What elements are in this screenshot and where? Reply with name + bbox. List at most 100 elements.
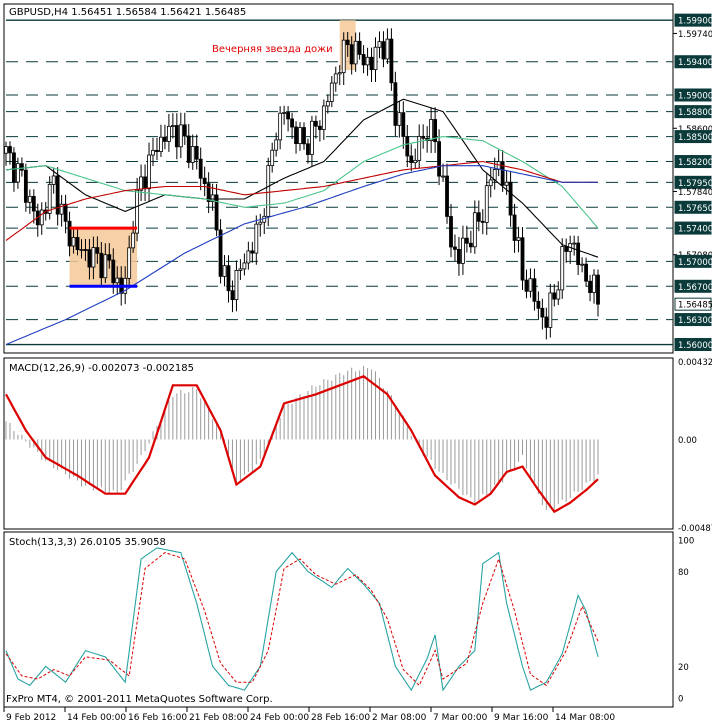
candle-body bbox=[8, 146, 12, 154]
candle-body bbox=[262, 215, 267, 223]
candle-body bbox=[75, 237, 80, 251]
candle-body bbox=[55, 175, 60, 215]
candle-body bbox=[405, 136, 410, 157]
candle-body bbox=[337, 72, 342, 75]
candle-body bbox=[468, 242, 473, 248]
moving-average-line bbox=[5, 98, 599, 258]
stoch-main-line bbox=[5, 547, 599, 692]
candle-body bbox=[500, 161, 505, 186]
candle-body bbox=[472, 212, 477, 248]
candle-body bbox=[186, 135, 191, 163]
candle-body bbox=[516, 237, 521, 241]
candle-body bbox=[218, 229, 223, 277]
candle-body bbox=[99, 252, 104, 279]
candle-body bbox=[91, 247, 96, 268]
candle-body bbox=[560, 246, 565, 291]
candle-body bbox=[377, 41, 382, 48]
candle-body bbox=[63, 203, 68, 222]
candle-body bbox=[437, 141, 441, 177]
macd-signal-path bbox=[5, 375, 599, 514]
price-label-box bbox=[674, 313, 712, 327]
candle-body bbox=[385, 38, 390, 60]
candle-body bbox=[4, 146, 8, 154]
candle-body bbox=[369, 56, 374, 71]
candle-body bbox=[103, 254, 108, 279]
candle-body bbox=[238, 268, 243, 271]
moving-averages bbox=[5, 98, 599, 346]
candle-body bbox=[580, 263, 585, 266]
candle-body bbox=[222, 265, 227, 277]
candle-body bbox=[524, 279, 529, 292]
macd-tick-label: -0.004876 bbox=[678, 524, 712, 534]
candle-body bbox=[234, 270, 239, 301]
candle-body bbox=[314, 120, 318, 127]
price-tick-label: 1.59400 bbox=[678, 58, 712, 68]
candle-body bbox=[206, 183, 211, 202]
candle-body bbox=[341, 39, 346, 74]
candle-body bbox=[23, 169, 28, 203]
candle-body bbox=[528, 278, 533, 292]
price-label-box bbox=[674, 338, 712, 352]
candle-body bbox=[389, 38, 394, 84]
candle-body bbox=[321, 105, 326, 130]
candle-body bbox=[381, 41, 386, 60]
candle-body bbox=[345, 39, 350, 46]
price-tick-label: 1.58600 bbox=[678, 125, 712, 135]
candle-body bbox=[202, 177, 207, 184]
candle-body bbox=[317, 125, 322, 130]
candle-body bbox=[127, 247, 132, 279]
candle-body bbox=[59, 203, 64, 215]
stochastic-lines bbox=[5, 547, 599, 692]
price-label-box bbox=[674, 200, 712, 214]
time-tick-label: 16 Feb 16:00 bbox=[128, 713, 187, 723]
candle-body bbox=[453, 246, 457, 250]
candle-body bbox=[266, 165, 271, 217]
candle-body bbox=[373, 46, 378, 71]
candle-body bbox=[178, 124, 183, 148]
candle-body bbox=[397, 112, 402, 126]
candle-body bbox=[325, 101, 330, 107]
candle-body bbox=[441, 175, 445, 178]
candle-body bbox=[131, 232, 136, 249]
price-label-box bbox=[674, 105, 712, 119]
candle-body bbox=[302, 127, 306, 145]
candle-body bbox=[540, 307, 545, 318]
candle-body bbox=[310, 120, 314, 155]
moving-average-line bbox=[5, 136, 599, 229]
candle-body bbox=[95, 247, 100, 254]
moving-average-line bbox=[5, 160, 598, 241]
price-label-box bbox=[674, 279, 712, 293]
price-label-box bbox=[674, 13, 712, 27]
candle-body bbox=[147, 154, 151, 190]
candlesticks bbox=[4, 28, 600, 340]
candle-body bbox=[449, 216, 453, 248]
stochastic-axis: 100 80 20 0 bbox=[678, 537, 694, 705]
price-tick-label: 1.59000 bbox=[678, 91, 712, 101]
time-tick-label: 28 Feb 16:00 bbox=[311, 713, 370, 723]
candle-body bbox=[445, 175, 449, 217]
stoch-tick-label: 80 bbox=[678, 568, 689, 578]
pattern-marker-lines bbox=[69, 226, 138, 288]
price-tick-label: 1.57400 bbox=[678, 225, 712, 235]
candle-body bbox=[286, 112, 290, 120]
candle-body bbox=[246, 250, 251, 264]
candle-body bbox=[588, 280, 592, 293]
candle-body bbox=[417, 135, 422, 161]
candle-body bbox=[564, 246, 569, 252]
time-tick-label: 14 Mar 08:00 bbox=[555, 713, 615, 723]
candle-body bbox=[457, 248, 461, 264]
candle-body bbox=[210, 194, 215, 202]
candle-body bbox=[19, 163, 24, 171]
time-tick-label: 24 Feb 00:00 bbox=[250, 713, 309, 723]
price-tick-label: 1.56000 bbox=[678, 341, 712, 351]
macd-title: MACD(12,26,9) -0.002073 -0.002185 bbox=[9, 363, 194, 374]
price-label-box bbox=[674, 175, 712, 189]
candle-body bbox=[198, 158, 203, 179]
time-tick-label: 9 Feb 2012 bbox=[6, 713, 56, 723]
stoch-tick-label: 0 bbox=[678, 695, 683, 705]
candle-body bbox=[365, 56, 370, 66]
candle-body bbox=[274, 139, 279, 151]
candle-body bbox=[294, 126, 298, 144]
candle-body bbox=[31, 195, 36, 212]
